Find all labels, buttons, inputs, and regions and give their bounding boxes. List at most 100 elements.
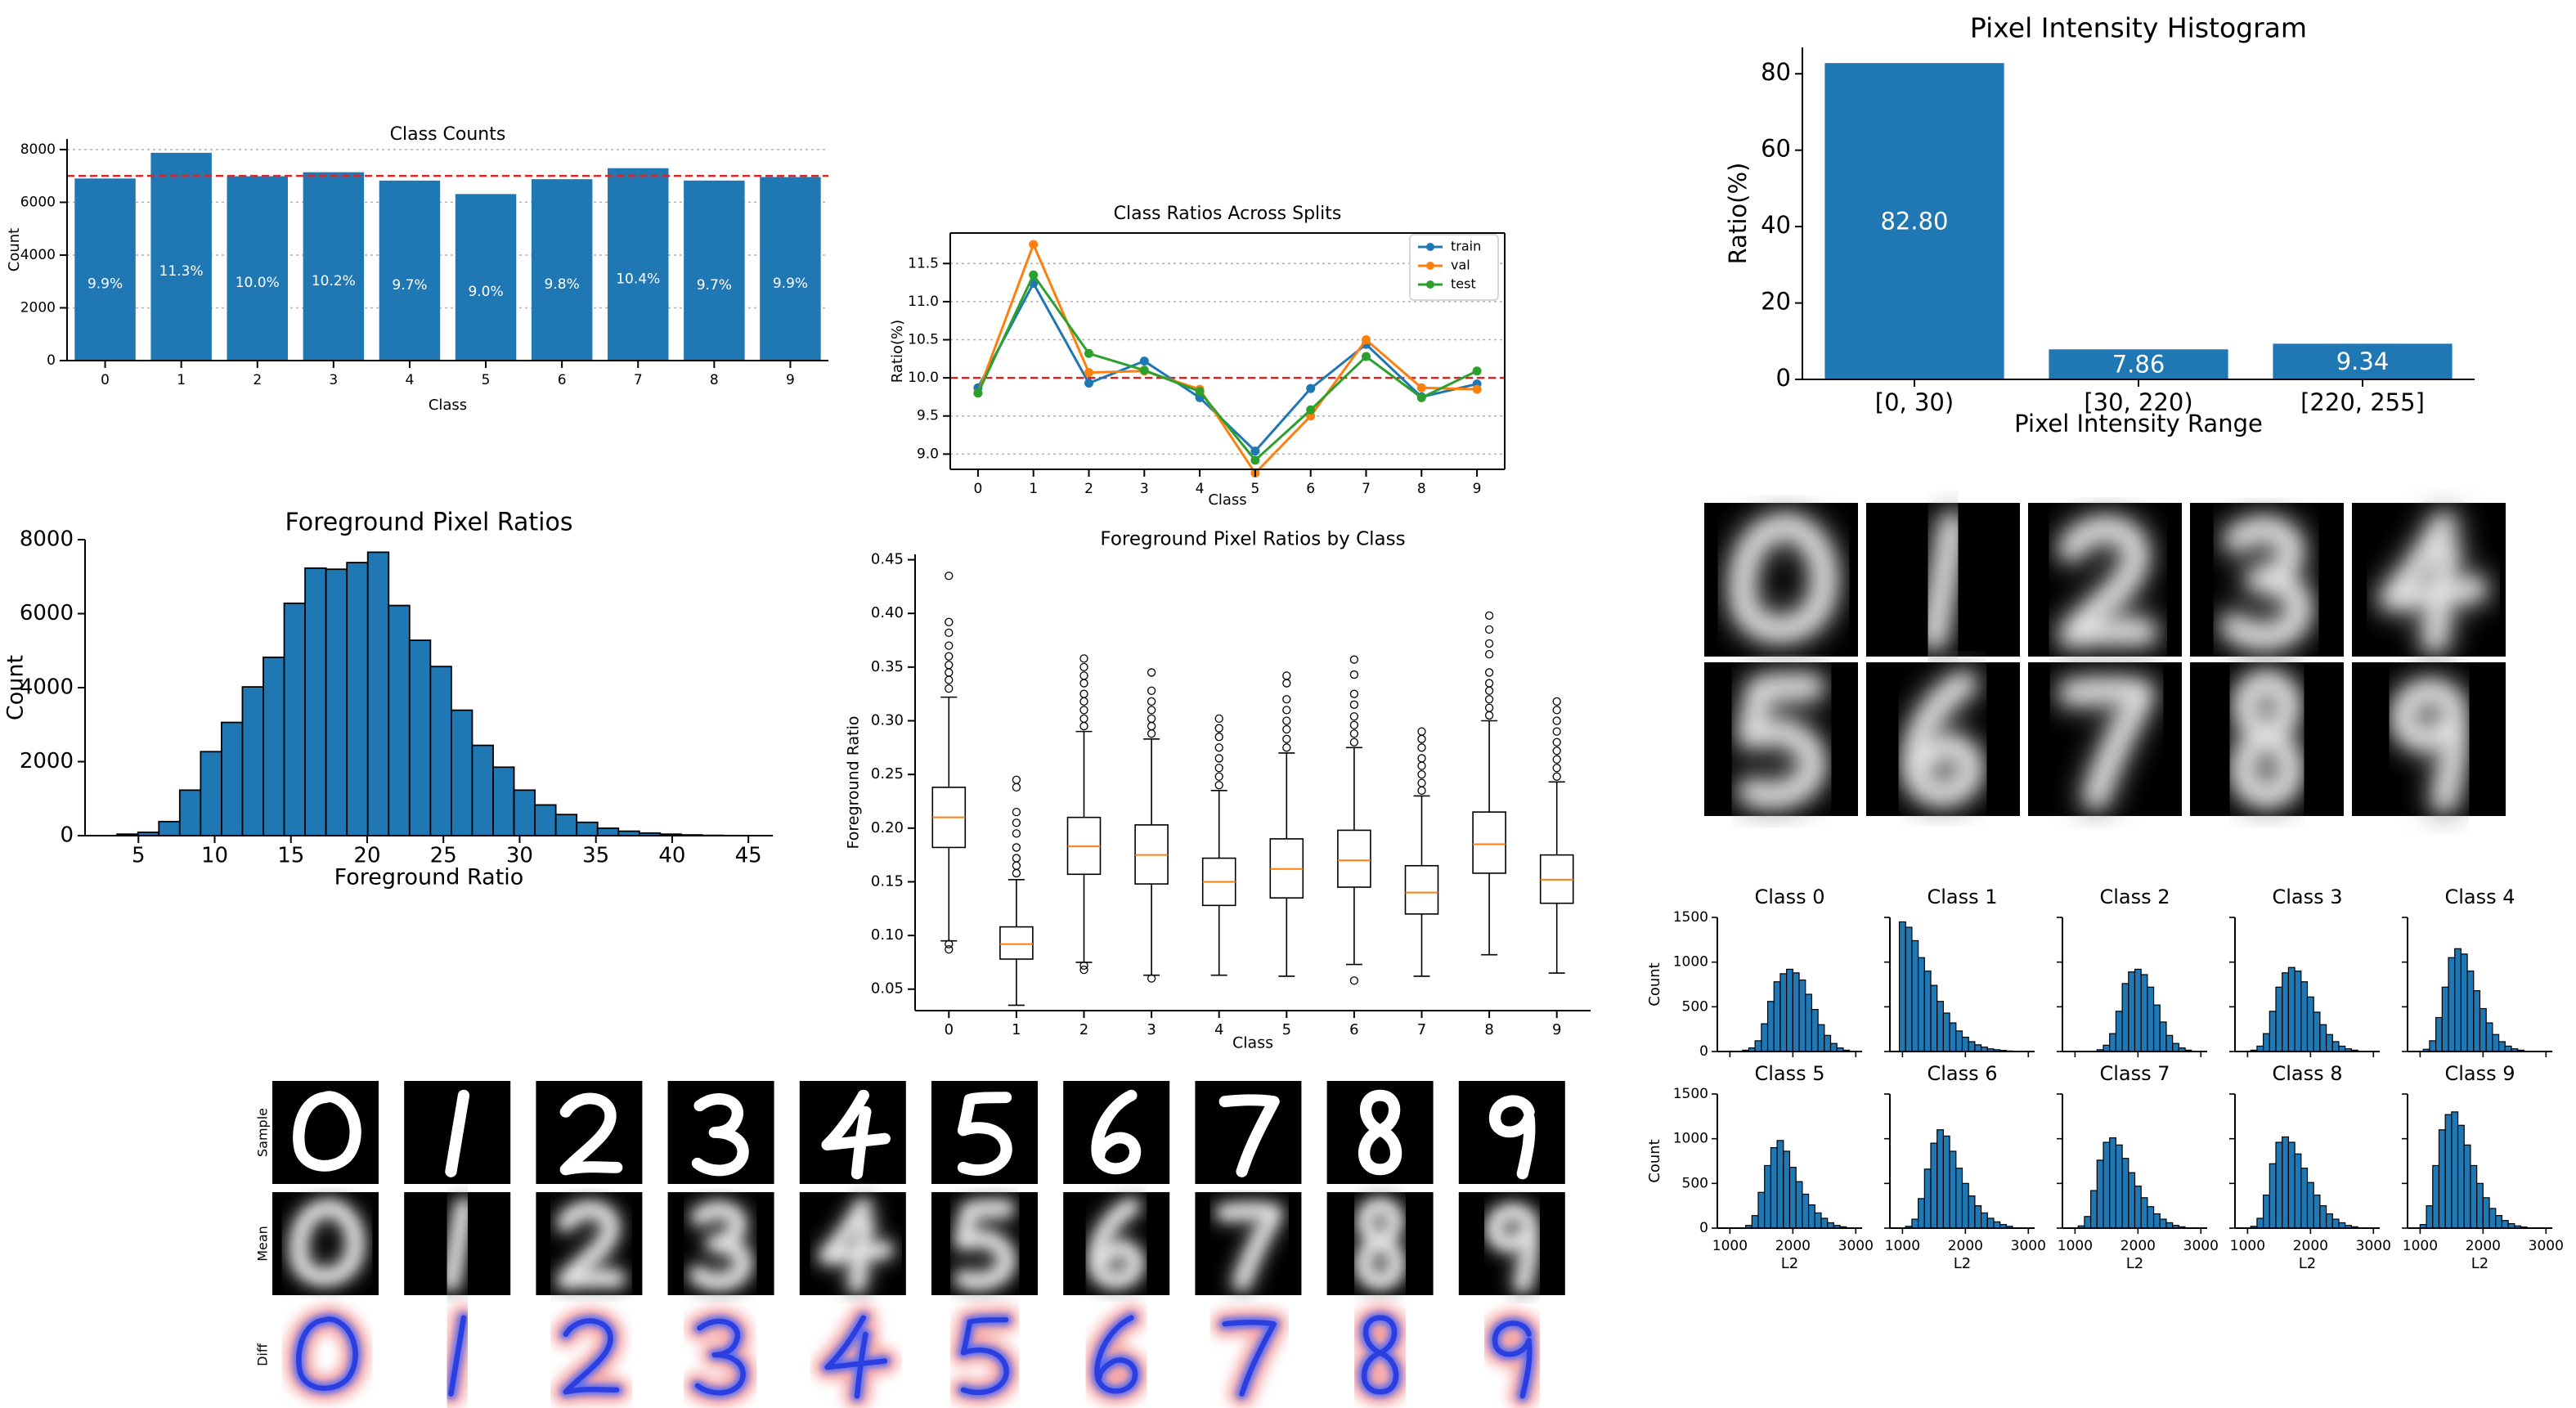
digit-blur-inner xyxy=(822,1201,891,1290)
outlier xyxy=(1349,712,1359,721)
outlier xyxy=(1147,686,1156,695)
outlier xyxy=(1079,714,1088,724)
x-tick-label: 2 xyxy=(1079,1021,1088,1038)
y-tick-label: 0.45 xyxy=(871,551,904,568)
chart-pixel-intensity: 0 20 40 60 80 82.80 7.86 9.34 [0, 30) [30, 220) [2… xyxy=(1724,12,2475,437)
hist-bin xyxy=(1783,1150,1791,1229)
y-tick-label: 0.35 xyxy=(871,658,904,675)
diff-core-stroke xyxy=(1492,1321,1533,1399)
hist-bin xyxy=(2448,957,2456,1052)
x-axis-label: Class xyxy=(1208,491,1246,509)
digit-tile-1 xyxy=(1866,503,2020,657)
x-tick-label: 0 xyxy=(973,481,982,497)
digit-stroke xyxy=(293,1091,361,1172)
x-tick-label: 8 xyxy=(1484,1021,1493,1038)
digit-blur-inner xyxy=(2063,683,2150,805)
hist-bin xyxy=(2147,1206,2155,1229)
hist-bin xyxy=(2275,1141,2283,1229)
outlier xyxy=(1484,649,1494,659)
hist-bin xyxy=(513,789,536,836)
hist-bin xyxy=(1770,1146,1778,1229)
hist-bin xyxy=(1955,1168,1963,1229)
hist-bin xyxy=(2482,1197,2490,1229)
hist-bin xyxy=(2140,974,2148,1052)
digit-tile-4 xyxy=(799,1081,906,1184)
outlier xyxy=(1349,976,1359,985)
outlier xyxy=(1147,721,1156,731)
series-point-train xyxy=(1250,446,1260,456)
box xyxy=(999,926,1034,960)
y-tick-label: 11.5 xyxy=(908,255,939,271)
digit-tile-9 xyxy=(2352,662,2506,818)
x-tick-label: 10 xyxy=(201,844,228,868)
y-tick-label: 10.0 xyxy=(908,370,939,386)
panel-title: Class 3 xyxy=(2272,886,2342,908)
hist-bin xyxy=(2287,1141,2296,1229)
digit-tile-6 xyxy=(1063,1192,1170,1295)
hist-bin xyxy=(1795,1181,1803,1229)
digit-tile-2 xyxy=(536,1081,643,1184)
series-point-val xyxy=(1416,383,1426,392)
x-tick-label: 1 xyxy=(1012,1021,1021,1038)
outlier xyxy=(1552,747,1561,756)
panel-title: Class 1 xyxy=(1927,886,1997,908)
digit-tile-5 xyxy=(931,1303,1038,1406)
x-tick-label: 15 xyxy=(277,844,304,868)
hist-bin xyxy=(1776,1140,1784,1229)
outlier xyxy=(1349,738,1359,747)
digit-stroke xyxy=(957,1092,1012,1176)
row-label: Diff xyxy=(255,1343,271,1366)
hist-bin xyxy=(2492,1034,2500,1052)
diff-core-stroke xyxy=(296,1316,358,1391)
digit-blur-inner xyxy=(2384,516,2483,649)
hist-bin xyxy=(1814,1212,1822,1229)
outlier xyxy=(945,939,954,948)
y-tick-label: 0.20 xyxy=(871,819,904,836)
box xyxy=(1404,864,1439,915)
hist-bin xyxy=(1779,973,1788,1052)
hist-bin xyxy=(2269,1163,2277,1229)
y-tick-label: 0 xyxy=(47,352,56,369)
hist-bin xyxy=(2466,970,2475,1052)
panel-title: Class 2 xyxy=(2099,886,2170,908)
hist-bin xyxy=(2090,1190,2098,1229)
hist-bin xyxy=(2313,1011,2321,1052)
hist-bin xyxy=(2454,948,2462,1052)
bar xyxy=(303,172,365,361)
outlier xyxy=(1079,662,1088,672)
hist-bin xyxy=(2479,1007,2487,1052)
x-tick-label: 1000 xyxy=(1712,1238,1748,1254)
diff-core-stroke xyxy=(448,1315,467,1397)
hist-bin xyxy=(1805,993,1813,1052)
hist-bin xyxy=(2172,1043,2179,1052)
outlier xyxy=(1079,965,1088,975)
hist-bin xyxy=(1974,1044,1982,1052)
outlier xyxy=(1417,778,1426,787)
bar-percent-label: 9.7% xyxy=(697,277,732,294)
hist-bin xyxy=(2109,1137,2117,1229)
x-tick-label: 0 xyxy=(101,372,110,388)
hist-bin xyxy=(2103,1141,2111,1229)
y-tick-label: 0.25 xyxy=(871,765,904,782)
hist-bin xyxy=(2485,1022,2493,1052)
chart-title: Foreground Pixel Ratios xyxy=(285,509,573,537)
digit-stroke xyxy=(691,1093,749,1177)
x-tick-label: 6 xyxy=(558,372,567,388)
digit-tile-5 xyxy=(1704,662,1858,816)
digit-blur-inner xyxy=(1489,1207,1535,1290)
legend-label: test xyxy=(1451,276,1476,292)
digit-tile-9 xyxy=(1458,1303,1565,1408)
digit-tile-7 xyxy=(1195,1303,1302,1408)
legend-marker xyxy=(1426,243,1434,251)
y-tick-label: 9.0 xyxy=(917,446,939,462)
outlier xyxy=(1484,679,1494,688)
x-tick-label: 7 xyxy=(634,372,643,388)
bar xyxy=(74,178,136,361)
x-axis-label: Pixel Intensity Range xyxy=(2014,410,2263,437)
outlier xyxy=(1012,807,1021,817)
outlier xyxy=(1552,755,1561,764)
y-tick-label: 4000 xyxy=(20,675,74,700)
y-tick-label: 9.5 xyxy=(917,408,939,424)
digit-tile-6 xyxy=(1063,1081,1170,1184)
